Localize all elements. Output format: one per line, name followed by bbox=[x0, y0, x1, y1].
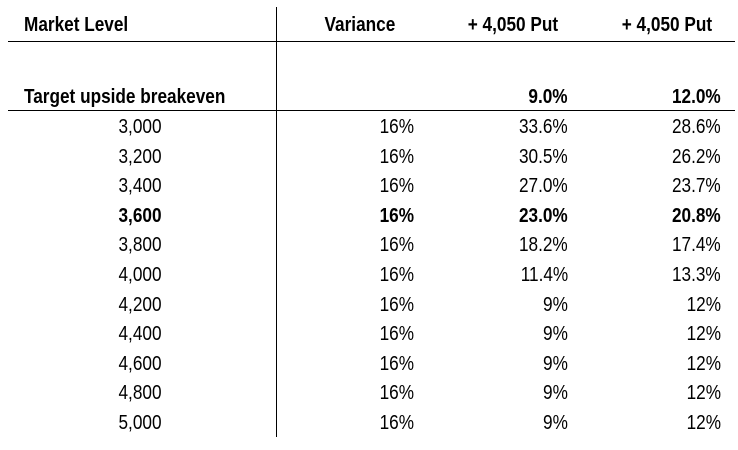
row-put-a-value: 18.2% bbox=[519, 234, 568, 256]
row-put-a-value: 9% bbox=[543, 412, 568, 434]
row-variance: 16% bbox=[379, 264, 414, 286]
row-variance: 16% bbox=[379, 175, 414, 197]
row-put-b-value: 26.2% bbox=[672, 146, 721, 168]
target-put-a-value: 9.0% bbox=[528, 86, 568, 108]
row-put-a-value: 9% bbox=[543, 382, 568, 404]
row-market-level: 4,200 bbox=[118, 294, 162, 316]
row-put-a-value: 33.6% bbox=[519, 116, 568, 138]
row-variance: 16% bbox=[379, 116, 414, 138]
row-market-level: 3,400 bbox=[118, 175, 162, 197]
row-variance: 16% bbox=[379, 353, 414, 375]
row-put-a-value: 27.0% bbox=[519, 175, 568, 197]
row-variance: 16% bbox=[379, 294, 414, 316]
row-market-level: 4,400 bbox=[118, 323, 162, 345]
target-put-b-value: 12.0% bbox=[672, 86, 721, 108]
header-rule bbox=[8, 41, 735, 42]
row-market-level: 3,800 bbox=[118, 234, 162, 256]
row-put-b-value: 12% bbox=[686, 323, 721, 345]
row-put-b-value: 13.3% bbox=[672, 264, 721, 286]
row-market-level: 3,200 bbox=[118, 146, 162, 168]
row-market-level: 4,600 bbox=[118, 353, 162, 375]
row-put-a-value: 30.5% bbox=[519, 146, 568, 168]
row-market-level: 5,000 bbox=[118, 412, 162, 434]
row-put-a-value: 23.0% bbox=[519, 205, 568, 227]
header-put-a: + 4,050 Put bbox=[467, 14, 558, 36]
row-variance: 16% bbox=[379, 205, 414, 227]
row-variance: 16% bbox=[379, 323, 414, 345]
row-put-b-value: 12% bbox=[686, 382, 721, 404]
row-put-a-value: 9% bbox=[543, 294, 568, 316]
row-market-level: 3,000 bbox=[118, 116, 162, 138]
target-breakeven-label: Target upside breakeven bbox=[24, 86, 226, 108]
target-rule bbox=[8, 110, 735, 111]
row-put-b-value: 12% bbox=[686, 294, 721, 316]
header-market-level: Market Level bbox=[24, 14, 129, 36]
row-put-b-value: 12% bbox=[686, 412, 721, 434]
row-put-b-value: 20.8% bbox=[672, 205, 721, 227]
row-put-b-value: 23.7% bbox=[672, 175, 721, 197]
header-put-b: + 4,050 Put bbox=[621, 14, 712, 36]
row-market-level: 4,800 bbox=[118, 382, 162, 404]
row-put-b-value: 12% bbox=[686, 353, 721, 375]
header-variance: Variance bbox=[324, 14, 395, 36]
row-variance: 16% bbox=[379, 412, 414, 434]
row-variance: 16% bbox=[379, 234, 414, 256]
row-put-a-value: 11.4% bbox=[520, 264, 568, 286]
column-divider bbox=[276, 7, 277, 437]
row-market-level: 4,000 bbox=[118, 264, 162, 286]
row-put-b-value: 17.4% bbox=[672, 234, 721, 256]
row-put-a-value: 9% bbox=[543, 353, 568, 375]
row-variance: 16% bbox=[379, 382, 414, 404]
row-variance: 16% bbox=[379, 146, 414, 168]
row-market-level: 3,600 bbox=[118, 205, 162, 227]
row-put-b-value: 28.6% bbox=[672, 116, 721, 138]
row-put-a-value: 9% bbox=[543, 323, 568, 345]
